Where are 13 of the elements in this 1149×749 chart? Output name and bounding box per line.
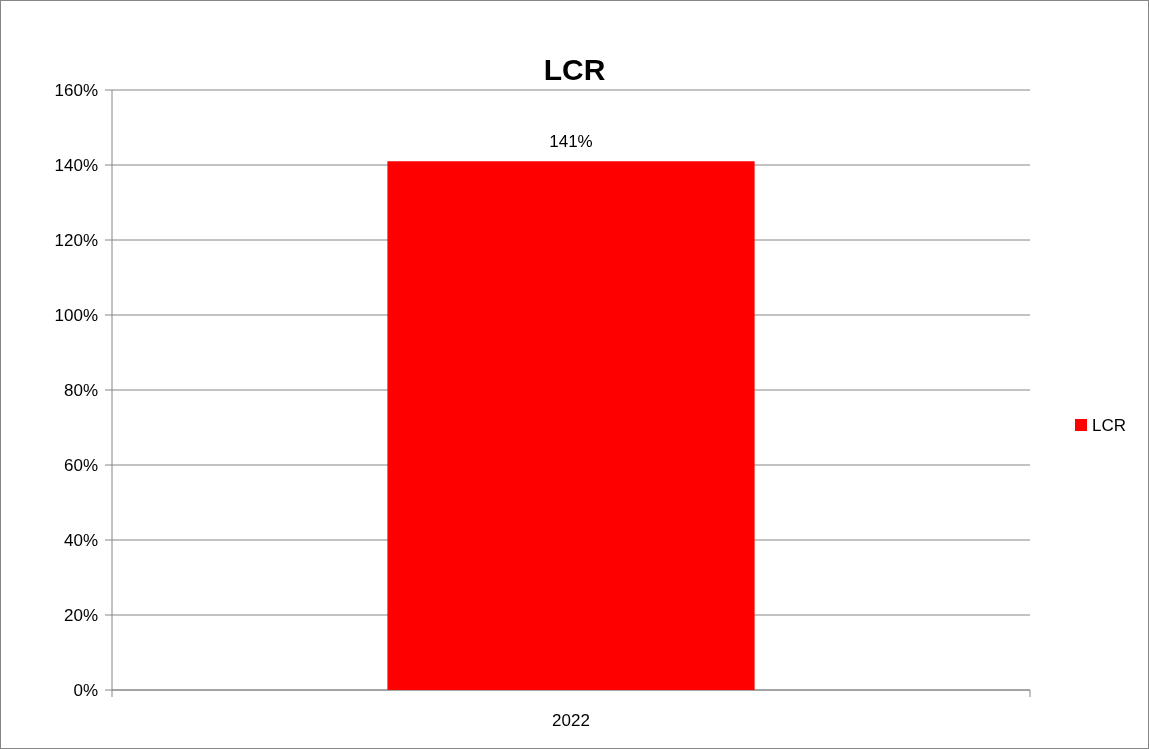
x-tick-label: 2022	[552, 711, 590, 730]
y-tick-label: 0%	[73, 680, 98, 700]
chart-title: LCR	[543, 53, 606, 86]
y-tick-label: 60%	[63, 455, 98, 475]
y-tick-label: 140%	[54, 155, 98, 175]
legend-label: LCR	[1092, 415, 1127, 435]
y-tick-label: 120%	[54, 230, 98, 250]
y-tick-label: 160%	[54, 80, 98, 100]
y-tick-label: 80%	[63, 380, 98, 400]
y-tick-label: 20%	[63, 605, 98, 625]
data-label: 141%	[549, 132, 593, 152]
y-tick-label: 100%	[54, 305, 98, 325]
y-tick-label: 40%	[63, 530, 98, 550]
